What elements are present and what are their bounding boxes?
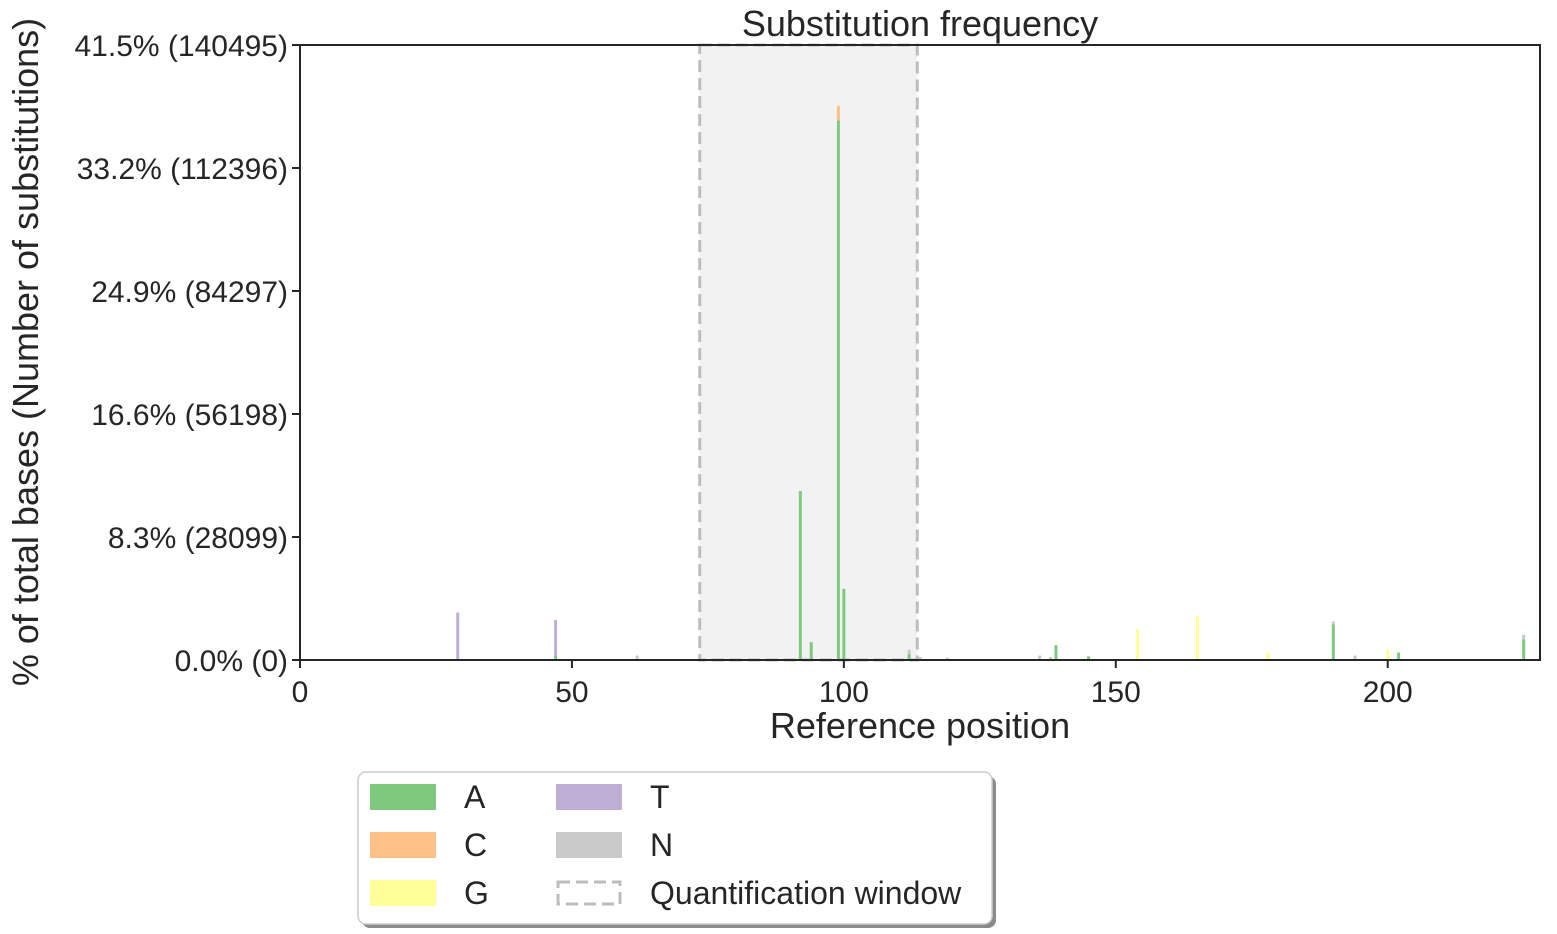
bar-n-194 [1353,655,1357,660]
legend-swatch-t [556,784,622,810]
legend: ACG TN Quantification window [357,771,996,928]
bar-t-29 [456,612,460,660]
bar-n-112 [907,649,911,655]
bar-a-100 [842,588,846,660]
x-tick-label-50: 50 [555,676,588,709]
bar-g-154 [1136,628,1140,660]
x-tick-label-150: 150 [1091,676,1141,709]
bar-n-138 [1049,657,1053,660]
legend-label-quantification-window: Quantification window [650,875,962,911]
x-tick-label-200: 200 [1363,676,1413,709]
bar-g-165 [1195,615,1199,660]
bar-t-47 [554,619,558,656]
axes-frame [299,44,1541,661]
bar-c-99 [836,105,840,121]
bar-a-190 [1331,624,1335,660]
bar-a-94 [809,642,813,660]
quantification-window [698,43,919,662]
y-tick-label-0: 0.0% (0) [175,645,288,678]
bar-n-62 [635,655,639,660]
bar-n-119 [945,657,949,660]
plot-area [300,45,1540,660]
x-axis-title: Reference position [770,705,1070,746]
legend-label-n: N [650,827,673,863]
bar-a-145 [1087,656,1091,660]
bar-a-92 [798,491,802,660]
bar-a-139 [1054,645,1058,660]
legend-label-t: T [650,779,670,815]
bar-a-47 [554,655,558,660]
legend-label-a: A [464,779,486,815]
legend-swatch-c [370,832,436,858]
bar-g-178 [1266,652,1270,660]
legend-swatch-quantification-window [556,880,622,906]
legend-swatch-g [370,880,436,906]
bar-n-136 [1038,655,1042,660]
bar-a-99 [836,120,840,661]
bar-a-112 [907,654,911,660]
legend-label-c: C [464,827,487,863]
bar-n-190 [1331,621,1335,625]
legend-box [357,771,993,925]
legend-swatch-n [556,832,622,858]
bar-a-202 [1397,652,1401,660]
bar-a-225 [1522,639,1526,660]
y-tick-label-3: 24.9% (84297) [91,276,288,309]
chart-title: Substitution frequency [742,3,1098,44]
y-tick-label-2: 16.6% (56198) [91,399,288,432]
y-tick-label-5: 41.5% (140495) [75,30,289,63]
x-tick-label-100: 100 [819,676,869,709]
y-axis-title: % of total bases (Number of substitution… [5,18,46,686]
legend-label-g: G [464,875,489,911]
legend-swatch-a [370,784,436,810]
bar-g-200 [1386,649,1390,660]
bar-n-114 [918,657,922,660]
x-tick-label-0: 0 [292,676,309,709]
y-tick-label-1: 8.3% (28099) [108,522,288,555]
y-tick-label-4: 33.2% (112396) [77,153,288,186]
bar-n-225 [1522,634,1526,640]
